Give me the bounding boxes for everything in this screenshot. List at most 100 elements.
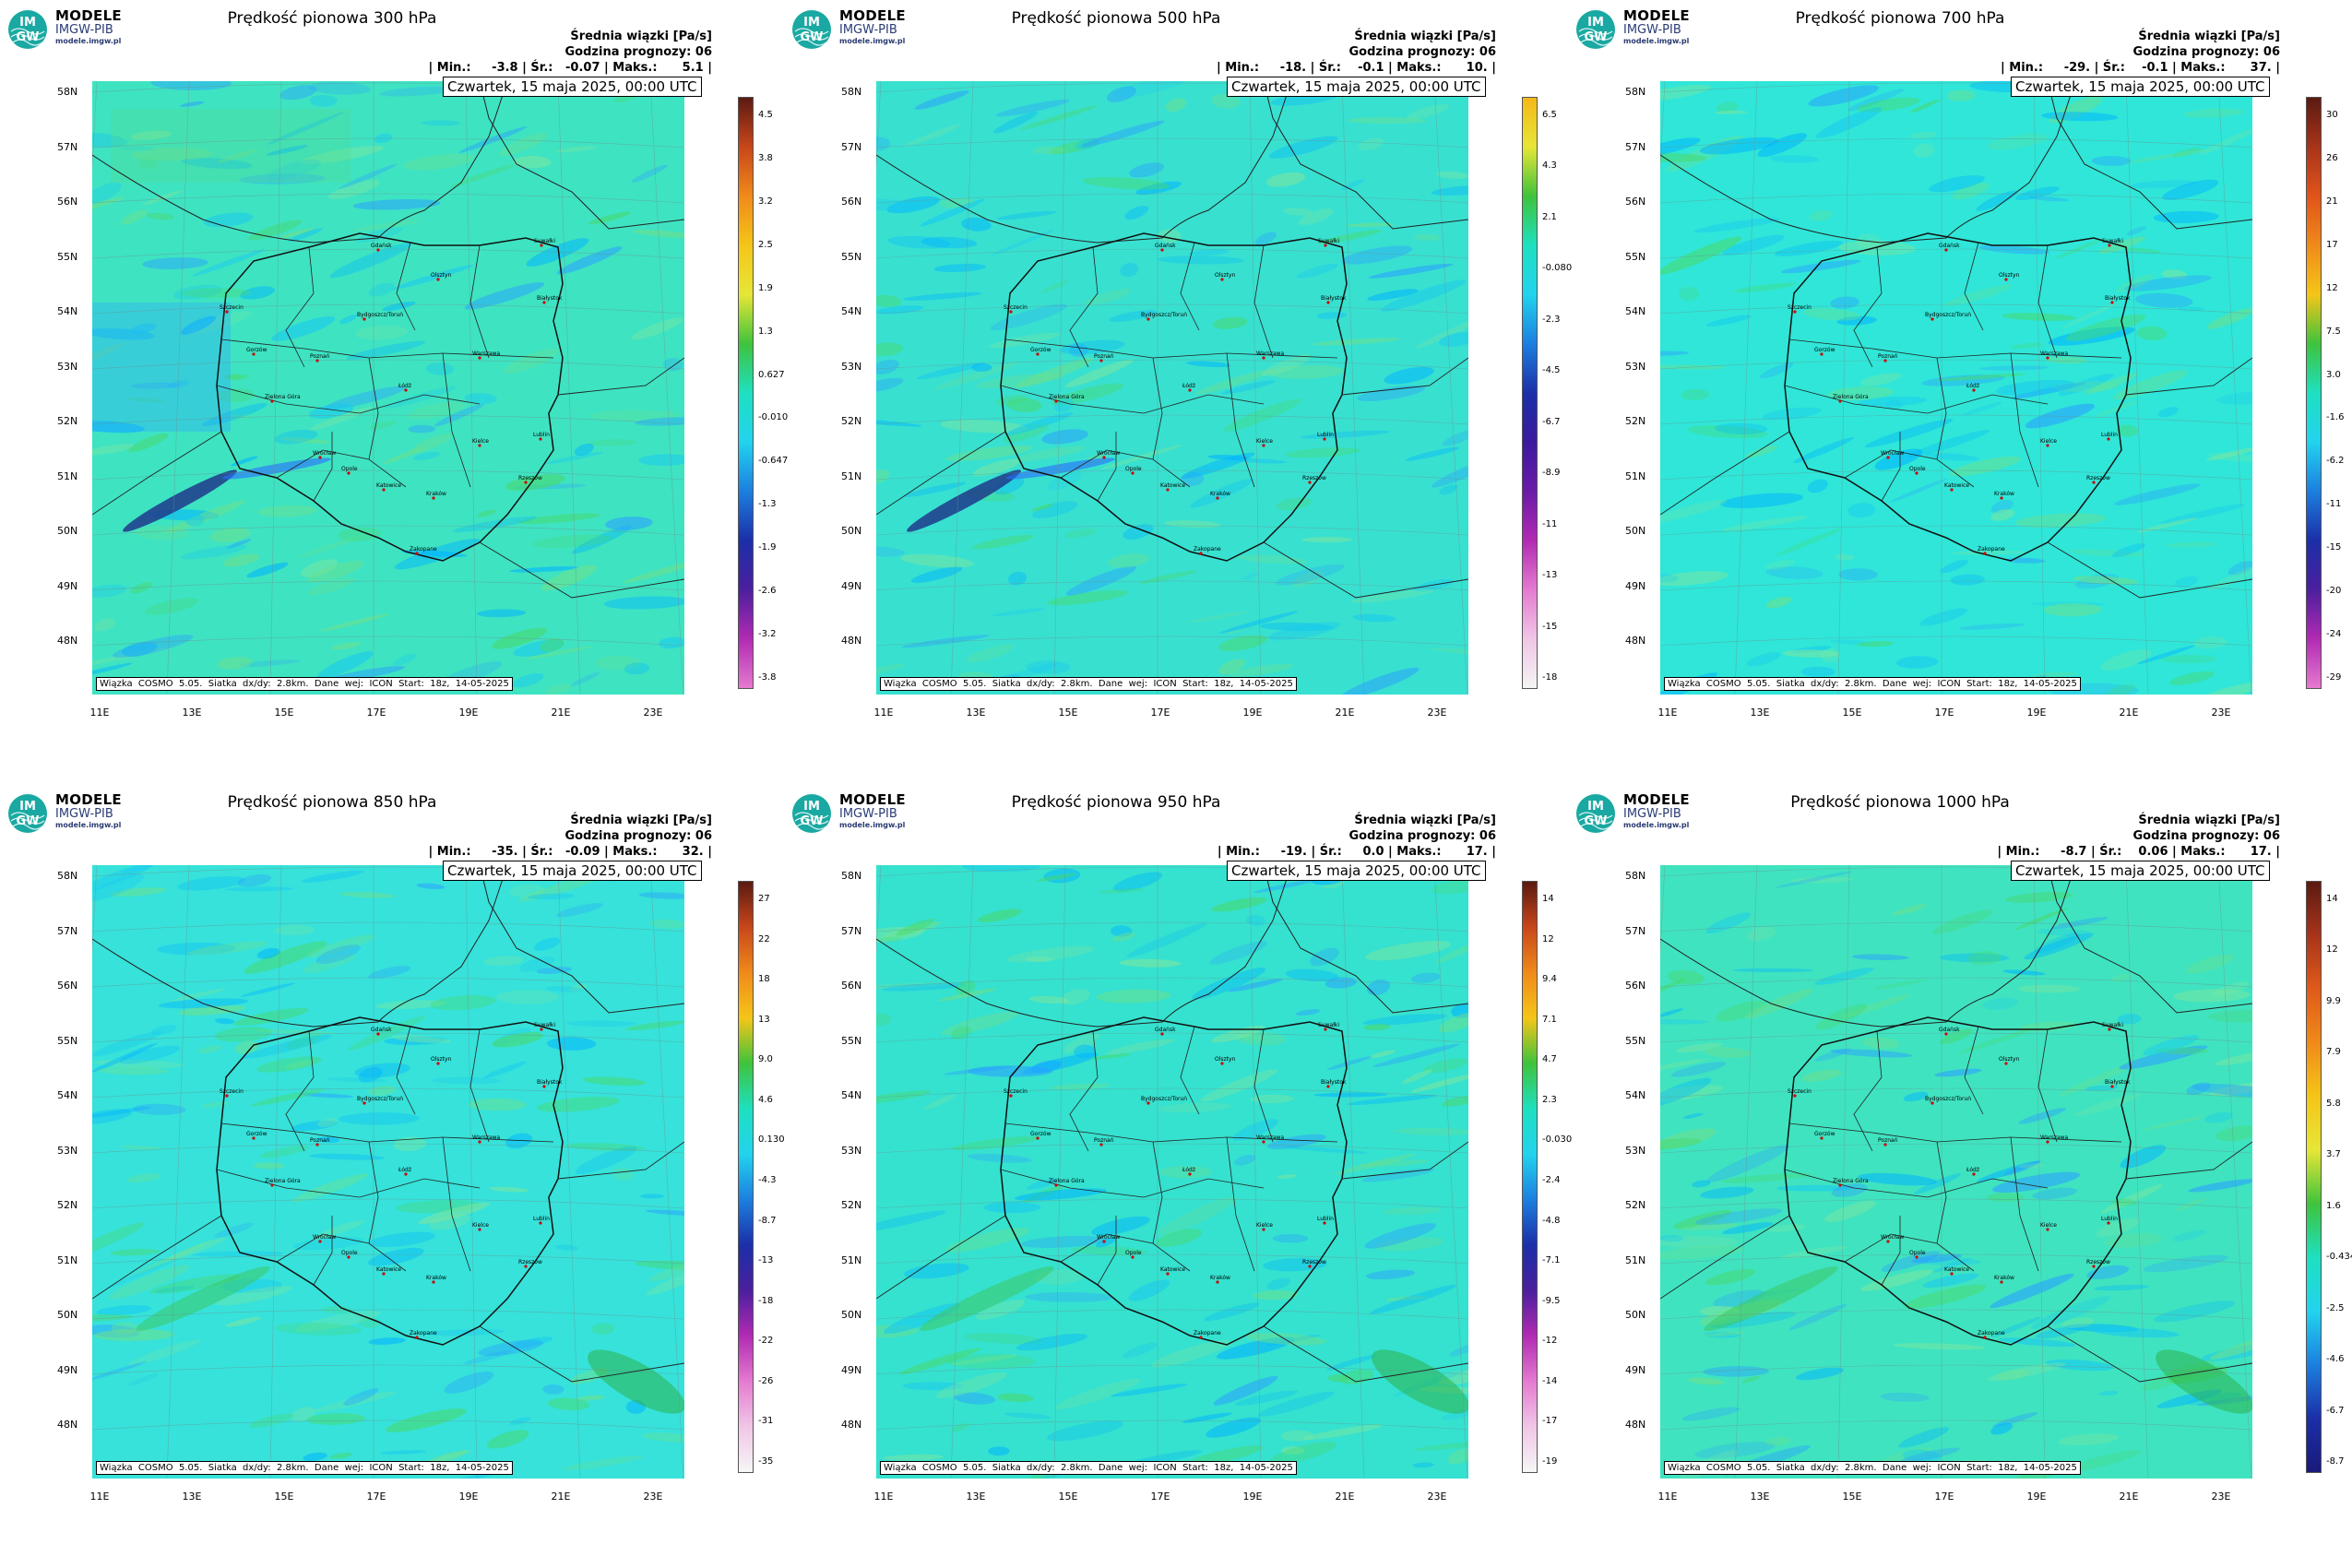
map-heatmap: Gdańsk Olsztyn Białystok Szczecin Bydgoszcz/… [876,81,1468,695]
colorbar-tick-label: 14 [2326,894,2338,904]
svg-text:GW: GW [800,814,823,828]
logo-title: MODELE [55,7,122,24]
stats-line: | Min.: -8.7 | Śr.: 0.06 | Maks.: 17. | [1997,845,2280,859]
forecast-hour: Godzina prognozy: 06 [564,829,712,843]
logo-subtitle: IMGW-PIB [839,807,897,821]
colorbar-tick-label: -22 [758,1336,774,1347]
svg-text:Suwałki: Suwałki [2102,238,2123,244]
latitude-label: 58N [841,86,862,98]
logo-subtitle: IMGW-PIB [55,807,113,821]
longitude-label: 11E [873,1491,894,1503]
map-background [876,81,1468,695]
panel-title: Prędkość pionowa 1000 hPa [1790,793,2010,812]
svg-text:Opole: Opole [341,1250,358,1256]
colorbar-gradient [1522,881,1538,1473]
colorbar-tick-label: 6.5 [1542,110,1557,120]
latitude-label: 51N [841,469,862,482]
colorbar-tick-label: -3.8 [758,672,777,683]
colorbar-tick-label: 9.4 [1542,974,1557,985]
latitude-label: 56N [57,196,78,208]
svg-text:IM: IM [19,800,36,814]
svg-text:Łódź: Łódź [398,383,411,389]
colorbar-tick-label: -4.6 [2326,1354,2345,1365]
panel-title: Prędkość pionowa 500 hPa [1011,9,1221,28]
colorbar-tick-label: -6.2 [2326,456,2345,467]
colorbar-tick-label: -4.3 [758,1175,777,1185]
colorbar-tick-label: 22 [758,933,770,944]
longitude-label: 17E [1934,707,1954,719]
colorbar-tick-label: 12 [2326,282,2338,293]
colorbar-tick-label: 21 [2326,196,2338,207]
colorbar-tick-label: -7.1 [1542,1255,1561,1266]
svg-text:Warszawa: Warszawa [472,350,501,357]
longitude-label: 15E [274,707,294,719]
latitude-label: 51N [57,1253,78,1266]
colorbar-tick-label: 4.6 [758,1094,773,1105]
logo-url: modele.imgw.pl [839,821,906,829]
colorbar-tick-label: -15 [1542,621,1558,632]
latitude-label: 57N [1625,140,1646,153]
colorbar-gradient [1522,97,1538,689]
latitude-label: 55N [57,1034,78,1047]
colorbar-tick-label: -3.2 [758,629,777,640]
stats-line: | Min.: -18. | Śr.: -0.1 | Maks.: 10. | [1217,61,1496,75]
svg-text:Kraków: Kraków [1210,1275,1230,1281]
colorbar-tick-label: -2.3 [1542,314,1561,325]
latitude-label: 51N [841,1253,862,1266]
colorbar-tick-label: 12 [2326,944,2338,956]
latitude-label: 48N [1625,635,1646,647]
longitude-label: 13E [1750,1491,1770,1503]
svg-text:Olsztyn: Olsztyn [1999,1056,2020,1063]
svg-text:Wrocław: Wrocław [1881,1234,1904,1241]
longitude-label: 23E [643,1491,663,1503]
stats-line: | Min.: -29. | Śr.: -0.1 | Maks.: 37. | [2001,61,2280,75]
longitude-label: 19E [458,707,479,719]
latitude-label: 50N [1625,1309,1646,1321]
colorbar-tick-label: -0.030 [1542,1134,1573,1146]
colorbar-tick-label: -0.647 [758,456,789,467]
panel-title: Prędkość pionowa 850 hPa [227,793,437,812]
colorbar-tick-label: 3.7 [2326,1149,2341,1160]
latitude-label: 52N [1625,1199,1646,1211]
svg-text:Szczecin: Szczecin [220,1088,244,1095]
colorbar-tick-label: 7.1 [1542,1014,1557,1025]
colorbar-tick-label: -17 [1542,1416,1558,1427]
svg-text:Gdańsk: Gdańsk [371,1027,392,1033]
svg-text:Lublin: Lublin [2101,432,2118,438]
svg-text:Lublin: Lublin [533,1216,550,1222]
latitude-label: 50N [1625,525,1646,537]
svg-text:Bydgoszcz/Toruń: Bydgoszcz/Toruń [1141,312,1187,318]
forecast-hour: Godzina prognozy: 06 [2132,45,2280,59]
longitude-label: 21E [551,707,571,719]
colorbar-tick-label: 30 [2326,110,2338,120]
svg-text:Gorzów: Gorzów [1814,347,1835,353]
latitude-label: 56N [57,980,78,992]
colorbar-tick-label: -0.080 [1542,263,1573,274]
svg-text:Olsztyn: Olsztyn [431,272,452,279]
colorbar-tick-label: -18 [758,1295,774,1306]
longitude-label: 23E [1427,1491,1447,1503]
latitude-label: 50N [841,1309,862,1321]
forecast-hour: Godzina prognozy: 06 [2132,829,2280,843]
model-footer: Wiązka COSMO 5.05. Siatka dx/dy: 2.8km. … [96,1461,513,1475]
logo-subtitle: IMGW-PIB [55,23,113,37]
latitude-label: 49N [57,579,78,592]
latitude-label: 53N [57,360,78,373]
colorbar-tick-label: -29 [2326,672,2342,683]
svg-text:Gorzów: Gorzów [246,347,267,353]
svg-text:Kielce: Kielce [472,1222,489,1229]
field-streaks [876,81,1468,695]
svg-text:Szczecin: Szczecin [1788,304,1812,311]
colorbar-tick-label: 3.0 [2326,369,2341,380]
map-heatmap: Gdańsk Olsztyn Białystok Szczecin Bydgoszcz/… [1660,81,2252,695]
field-streaks [92,81,684,695]
latitude-label: 56N [841,196,862,208]
logo-subtitle: IMGW-PIB [1623,807,1681,821]
svg-text:Kraków: Kraków [426,1275,446,1281]
city-markers: Gdańsk Olsztyn Białystok Szczecin Bydgoszcz/… [1004,238,1347,555]
svg-text:Kraków: Kraków [1994,491,2014,497]
latitude-label: 56N [1625,196,1646,208]
svg-text:Zakopane: Zakopane [1978,546,2005,552]
colorbar-tick-label: -2.6 [758,586,777,597]
stats-line: | Min.: -3.8 | Śr.: -0.07 | Maks.: 5.1 | [428,61,712,75]
